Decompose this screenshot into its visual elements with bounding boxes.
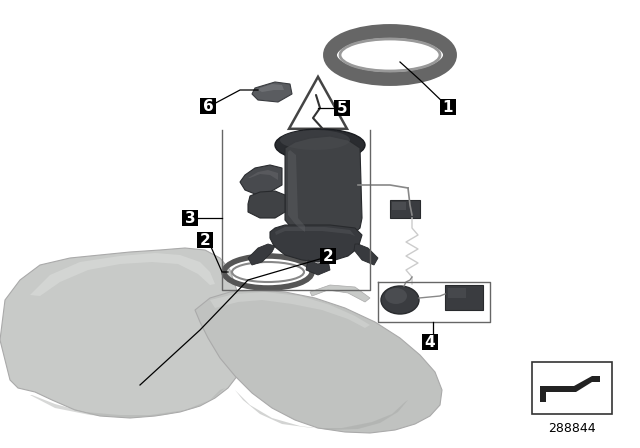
Ellipse shape — [280, 130, 350, 150]
Ellipse shape — [340, 39, 440, 71]
Polygon shape — [354, 244, 378, 265]
Polygon shape — [0, 248, 248, 418]
Bar — [390, 200, 420, 218]
Polygon shape — [210, 292, 370, 328]
Polygon shape — [288, 150, 305, 232]
Ellipse shape — [381, 286, 419, 314]
Polygon shape — [30, 388, 225, 418]
Ellipse shape — [385, 288, 407, 304]
Bar — [200, 98, 216, 114]
Text: 1: 1 — [443, 99, 453, 115]
Polygon shape — [310, 285, 370, 302]
Bar — [392, 202, 406, 210]
Bar — [448, 288, 466, 298]
Polygon shape — [195, 290, 442, 433]
Polygon shape — [248, 191, 285, 218]
Polygon shape — [270, 225, 362, 262]
Bar — [197, 232, 213, 248]
Polygon shape — [285, 136, 362, 242]
Polygon shape — [540, 376, 600, 402]
Polygon shape — [235, 390, 408, 430]
Polygon shape — [30, 253, 215, 296]
Bar — [422, 334, 438, 350]
Ellipse shape — [232, 262, 304, 282]
Polygon shape — [258, 84, 284, 92]
Text: 3: 3 — [185, 211, 195, 225]
Polygon shape — [240, 165, 282, 194]
Polygon shape — [248, 170, 278, 180]
Ellipse shape — [275, 129, 365, 161]
Polygon shape — [248, 244, 275, 265]
Bar — [182, 210, 198, 226]
Polygon shape — [306, 260, 330, 275]
Text: 6: 6 — [203, 99, 213, 113]
Text: 5: 5 — [337, 100, 348, 116]
Bar — [320, 248, 336, 264]
Text: 288844: 288844 — [548, 422, 596, 435]
Polygon shape — [252, 82, 292, 102]
Bar — [334, 100, 350, 116]
Bar — [445, 285, 483, 310]
Text: 4: 4 — [425, 335, 435, 349]
Text: 2: 2 — [200, 233, 211, 247]
Polygon shape — [289, 77, 347, 129]
Polygon shape — [275, 227, 355, 236]
Text: 2: 2 — [323, 249, 333, 263]
Bar — [532, 362, 612, 414]
Bar — [440, 99, 456, 115]
